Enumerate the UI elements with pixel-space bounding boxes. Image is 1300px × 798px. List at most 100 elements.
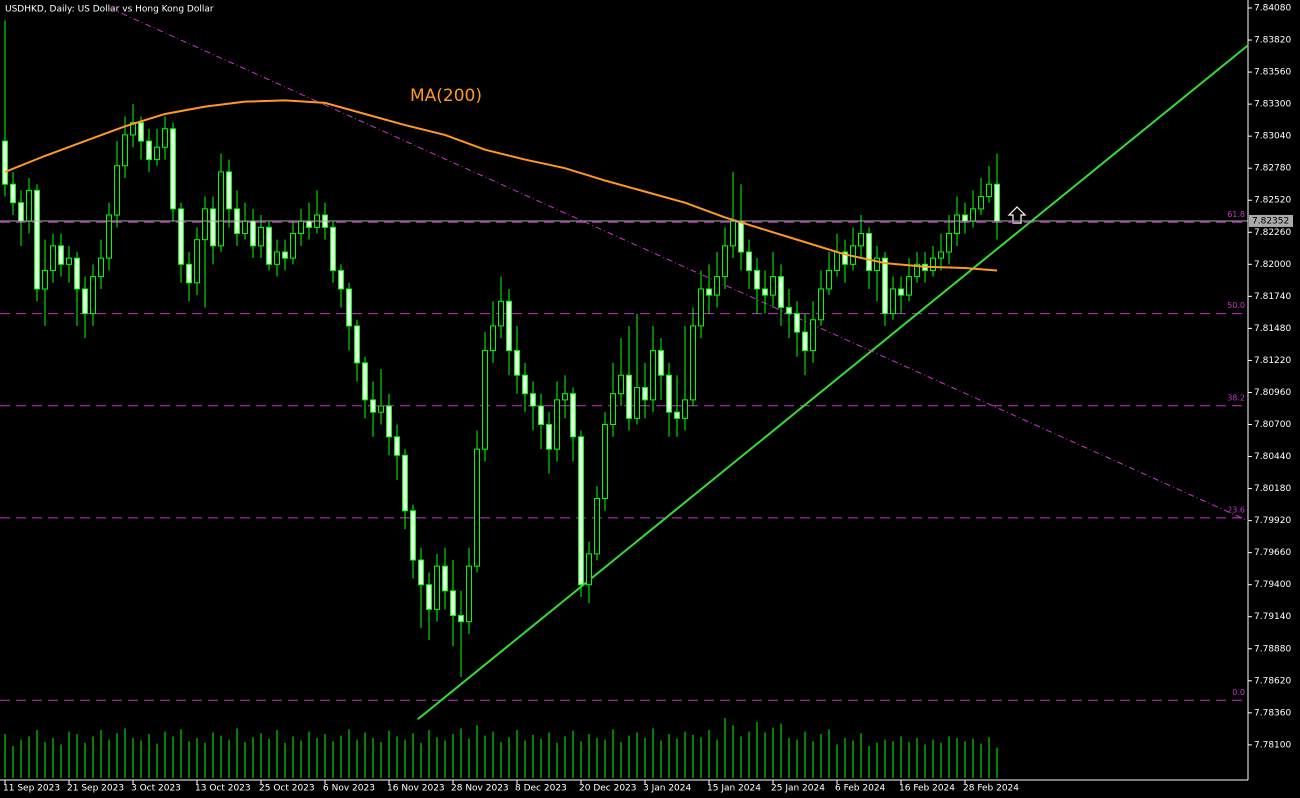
candle-body: [402, 454, 408, 512]
fib-label: 23.6: [1227, 505, 1245, 514]
candle-body: [34, 189, 40, 290]
candle-body: [962, 214, 968, 222]
candle-body: [946, 233, 952, 253]
candle-body: [706, 288, 712, 296]
candle-body: [42, 269, 48, 290]
candle-body: [514, 350, 520, 376]
candle-body: [522, 374, 528, 395]
candle-body: [586, 553, 592, 586]
candle-body: [978, 196, 984, 210]
candle-body: [594, 497, 600, 555]
fib-label: 38.2: [1227, 393, 1245, 402]
fib-label: 50.0: [1227, 301, 1245, 310]
candle-body: [482, 350, 488, 450]
candle-body: [490, 325, 496, 352]
candle-body: [50, 245, 56, 271]
candle-body: [202, 208, 208, 241]
candle-body: [2, 140, 8, 185]
y-tick-label: 7.78880: [1254, 644, 1291, 654]
candle-body: [634, 387, 640, 419]
last-price-box: [1249, 214, 1293, 227]
moving-average: [4, 99, 998, 272]
candle-body: [122, 134, 128, 167]
x-tick-label: 16 Nov 2023: [387, 784, 445, 794]
candle-body: [874, 257, 880, 271]
candle-body: [674, 411, 680, 419]
candle-body: [970, 208, 976, 222]
candle-body: [826, 269, 832, 290]
y-tick-label: 7.82000: [1254, 260, 1291, 270]
candle-body: [778, 276, 784, 308]
candle-body: [146, 140, 152, 161]
last-price-label: 7.82352: [1252, 216, 1289, 226]
x-tick-label: 8 Dec 2023: [515, 784, 567, 794]
candle-body: [10, 183, 16, 204]
candle-body: [570, 393, 576, 438]
candle-body: [306, 220, 312, 228]
y-tick-label: 7.78100: [1254, 740, 1291, 750]
candle-body: [794, 313, 800, 333]
y-tick-label: 7.79400: [1254, 580, 1291, 590]
y-tick-label: 7.78620: [1254, 676, 1291, 686]
candle-body: [810, 319, 816, 352]
candle-body: [26, 189, 32, 222]
candle-body: [882, 257, 888, 315]
candle-body: [642, 387, 648, 401]
candle-body: [666, 374, 672, 413]
candle-body: [450, 590, 456, 616]
y-tick-label: 7.78360: [1254, 708, 1291, 718]
candle-body: [354, 325, 360, 364]
candle-body: [410, 510, 416, 561]
candle-body: [178, 208, 184, 265]
candle-body: [602, 424, 608, 499]
y-tick-label: 7.80440: [1254, 452, 1291, 462]
candle-body: [66, 257, 72, 265]
candle-body: [762, 288, 768, 296]
candle-body: [714, 276, 720, 296]
y-tick-label: 7.83820: [1254, 36, 1291, 46]
candle-body: [818, 288, 824, 321]
candle-body: [626, 374, 632, 419]
y-tick-label: 7.79140: [1254, 612, 1291, 622]
x-tick-label: 6 Nov 2023: [323, 784, 375, 794]
y-tick-label: 7.84080: [1254, 4, 1291, 14]
candle-body: [842, 251, 848, 265]
candle-body: [154, 146, 160, 161]
candle-body: [114, 165, 120, 216]
x-tick-label: 3 Jan 2024: [643, 784, 691, 794]
candle-body: [442, 565, 448, 592]
candle-body: [370, 399, 376, 413]
candle-body: [682, 399, 688, 419]
x-tick-label: 20 Dec 2023: [579, 784, 637, 794]
candle-body: [138, 122, 144, 142]
candle-body: [282, 251, 288, 259]
candle-body: [250, 220, 256, 247]
y-tick-label: 7.82520: [1254, 196, 1291, 206]
candle-body: [866, 233, 872, 271]
y-tick-label: 7.81740: [1254, 292, 1291, 302]
y-tick-label: 7.79920: [1254, 516, 1291, 526]
y-tick-label: 7.83040: [1254, 132, 1291, 142]
trendline: [417, 44, 1249, 721]
candle-body: [258, 226, 264, 247]
candle-body: [914, 263, 920, 278]
candle-body: [746, 251, 752, 271]
candle-body: [890, 288, 896, 315]
candle-body: [386, 405, 392, 438]
candle-body: [242, 220, 248, 235]
candle-body: [162, 128, 168, 148]
candle-body: [130, 122, 136, 136]
chart-title: USDHKD, Daily: US Dollar vs Hong Kong Do…: [5, 5, 214, 15]
y-tick-label: 7.81480: [1254, 324, 1291, 334]
candle-body: [90, 276, 96, 315]
candle-body: [898, 288, 904, 296]
candle-body: [18, 202, 24, 222]
candle-body: [738, 220, 744, 253]
ma-annotation: MA(200): [410, 86, 482, 106]
candle-body: [930, 257, 936, 271]
y-tick-label: 7.81220: [1254, 356, 1291, 366]
candle-body: [906, 276, 912, 296]
candle-body: [986, 183, 992, 198]
candle-body: [698, 288, 704, 327]
